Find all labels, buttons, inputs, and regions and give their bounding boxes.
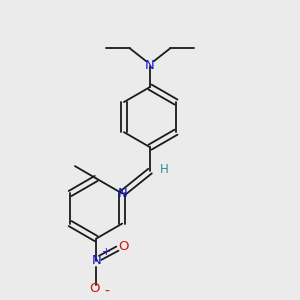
Text: N: N: [145, 59, 155, 72]
Text: H: H: [160, 163, 169, 176]
Text: O: O: [89, 282, 100, 295]
Text: -: -: [104, 285, 110, 299]
Text: N: N: [91, 254, 101, 268]
Text: +: +: [101, 248, 110, 257]
Text: N: N: [117, 187, 127, 200]
Text: O: O: [118, 240, 128, 253]
